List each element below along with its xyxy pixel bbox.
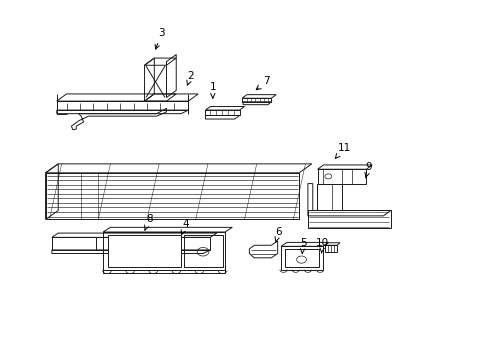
Text: 10: 10 — [315, 238, 328, 253]
Text: 2: 2 — [186, 71, 194, 85]
Text: 9: 9 — [364, 162, 371, 178]
Polygon shape — [285, 249, 318, 267]
Polygon shape — [316, 184, 341, 211]
Text: 7: 7 — [256, 76, 269, 90]
Text: 5: 5 — [299, 238, 305, 253]
Polygon shape — [108, 234, 181, 267]
Text: 6: 6 — [274, 227, 282, 242]
Text: 8: 8 — [144, 215, 152, 230]
Text: 4: 4 — [181, 219, 189, 235]
Text: 1: 1 — [209, 82, 216, 98]
Text: 3: 3 — [155, 28, 164, 49]
Polygon shape — [96, 237, 115, 250]
Text: 11: 11 — [335, 143, 350, 158]
